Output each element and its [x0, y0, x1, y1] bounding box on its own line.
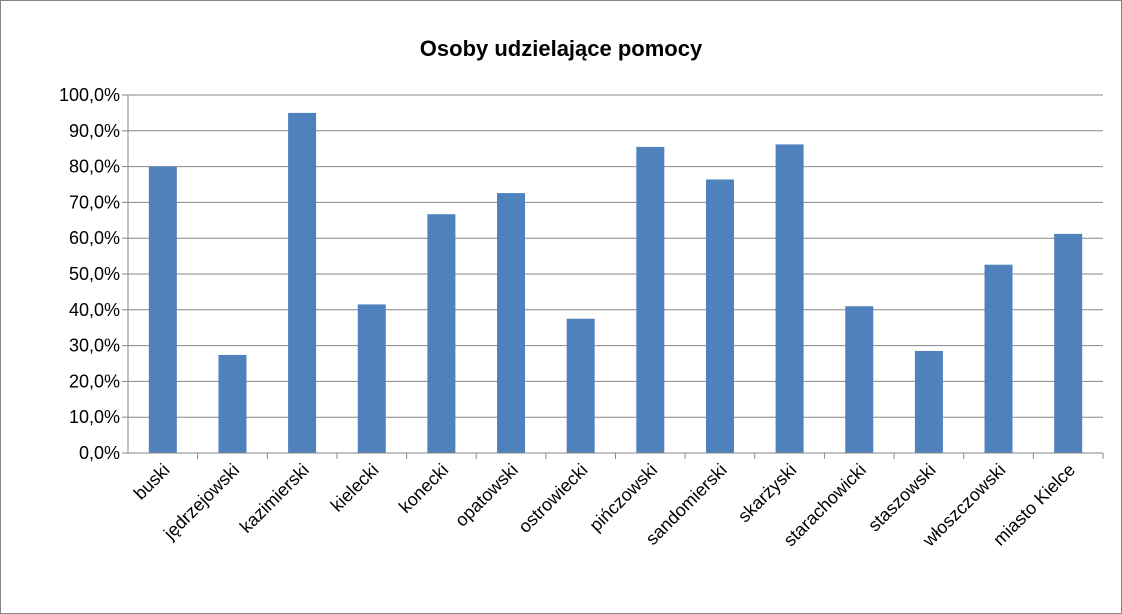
bar	[845, 306, 874, 453]
bars	[148, 112, 1083, 454]
chart-title: Osoby udzielające pomocy	[420, 36, 703, 61]
bar	[357, 304, 386, 453]
x-tick-label: skarżyski	[734, 460, 800, 526]
gridlines	[128, 94, 1103, 454]
x-tick-label: ostrowiecki	[514, 460, 591, 537]
bar	[427, 214, 456, 453]
y-tick-label: 80,0%	[69, 157, 120, 177]
y-tick-label: 70,0%	[69, 192, 120, 212]
y-tick-label: 50,0%	[69, 264, 120, 284]
x-tick-label: konecki	[395, 460, 452, 517]
x-tick-label: pińczowski	[585, 460, 661, 536]
bar	[705, 179, 734, 453]
y-tick-label: 10,0%	[69, 407, 120, 427]
bar	[497, 193, 526, 454]
bar	[914, 350, 943, 453]
y-tick-label: 20,0%	[69, 371, 120, 391]
y-axis-ticks: 0,0% 10,0% 20,0% 30,0% 40,0% 50,0% 60,0% 70,0% 8…	[59, 85, 128, 463]
y-tick-label: 90,0%	[69, 121, 120, 141]
bar	[218, 354, 247, 453]
bar	[775, 144, 804, 454]
y-tick-label: 30,0%	[69, 336, 120, 356]
x-tick-label: staszowski	[864, 460, 940, 536]
bar	[288, 112, 317, 454]
bar	[984, 264, 1013, 453]
bar	[1054, 233, 1083, 453]
x-tick-label: kielecki	[327, 460, 383, 516]
x-tick-label: buski	[130, 460, 174, 504]
x-tick-label: kazimierski	[236, 460, 313, 537]
bar	[636, 146, 665, 453]
y-tick-label: 60,0%	[69, 228, 120, 248]
x-axis	[127, 95, 1104, 459]
y-tick-label: 0,0%	[79, 443, 120, 463]
x-tick-label: opatowski	[451, 460, 522, 531]
bar	[148, 166, 177, 453]
y-tick-label: 40,0%	[69, 300, 120, 320]
y-tick-label: 100,0%	[59, 85, 120, 105]
bar	[566, 318, 595, 453]
